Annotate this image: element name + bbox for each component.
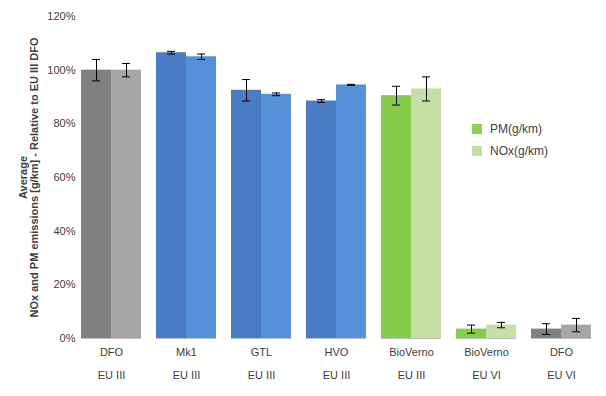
svg-text:40%: 40% [53, 225, 75, 237]
svg-text:AverageNOx and PM emissions [g: AverageNOx and PM emissions [g/km] - Rel… [17, 37, 40, 317]
svg-text:EU III: EU III [173, 369, 201, 381]
svg-text:BioVerno: BioVerno [389, 346, 434, 358]
svg-text:0%: 0% [60, 332, 76, 344]
svg-text:HVO: HVO [325, 346, 349, 358]
html-text:PM(g/km): PM(g/km) [490, 122, 542, 136]
svg-text:120%: 120% [47, 10, 75, 22]
svg-text:Mk1: Mk1 [176, 346, 197, 358]
svg-text:BioVerno: BioVerno [464, 346, 509, 358]
svg-text:80%: 80% [53, 117, 75, 129]
svg-text:DFO: DFO [100, 346, 124, 358]
svg-text:20%: 20% [53, 278, 75, 290]
svg-text:EU III: EU III [248, 369, 276, 381]
svg-text:EU VI: EU VI [472, 369, 501, 381]
svg-text:EU III: EU III [98, 369, 126, 381]
html-text:NOx(g/km): NOx(g/km) [490, 144, 548, 158]
svg-text:EU III: EU III [398, 369, 426, 381]
svg-text:GTL: GTL [251, 346, 272, 358]
svg-text:60%: 60% [53, 171, 75, 183]
svg-text:EU VI: EU VI [547, 369, 576, 381]
svg-text:EU III: EU III [323, 369, 351, 381]
svg-text:100%: 100% [47, 64, 75, 76]
svg-text:DFO: DFO [550, 346, 574, 358]
